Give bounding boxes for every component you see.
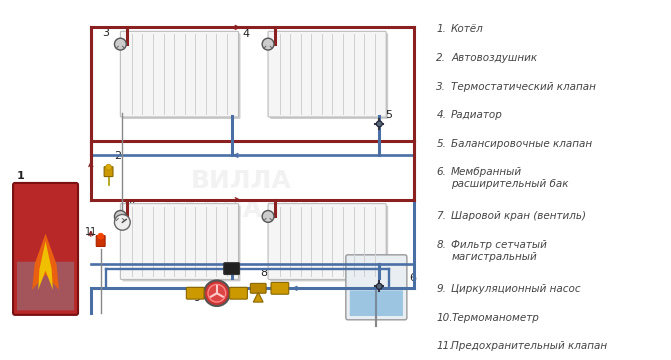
Circle shape: [262, 211, 274, 222]
Circle shape: [115, 211, 126, 222]
Text: 10.: 10.: [436, 313, 453, 323]
Text: Термостатический клапан: Термостатический клапан: [451, 82, 596, 91]
FancyBboxPatch shape: [17, 262, 74, 310]
Polygon shape: [38, 242, 53, 290]
Text: Циркуляционный насос: Циркуляционный насос: [451, 284, 581, 294]
Text: Предохранительный клапан: Предохранительный клапан: [451, 341, 607, 351]
Text: 11.: 11.: [436, 341, 453, 351]
Text: Балансировочные клапан: Балансировочные клапан: [451, 139, 592, 149]
Text: 1: 1: [17, 171, 25, 181]
Text: 1.: 1.: [436, 24, 446, 35]
Circle shape: [115, 38, 126, 50]
Circle shape: [105, 164, 111, 170]
FancyBboxPatch shape: [229, 287, 248, 299]
Circle shape: [262, 38, 274, 50]
Text: 8.: 8.: [436, 240, 446, 250]
FancyBboxPatch shape: [268, 31, 386, 117]
Text: 2.: 2.: [436, 53, 446, 63]
Text: 5: 5: [385, 110, 393, 120]
Text: Фильтр сетчатый
магистральный: Фильтр сетчатый магистральный: [451, 240, 547, 262]
Text: 10: 10: [124, 201, 137, 211]
FancyBboxPatch shape: [104, 167, 113, 176]
Text: Шаровой кран (вентиль): Шаровой кран (вентиль): [451, 211, 586, 221]
Text: 2: 2: [115, 151, 121, 161]
Text: 6: 6: [409, 273, 416, 283]
Text: 3.: 3.: [436, 82, 446, 91]
Text: 4.: 4.: [436, 110, 446, 120]
Circle shape: [376, 121, 382, 127]
FancyBboxPatch shape: [120, 31, 238, 117]
Text: 5.: 5.: [436, 139, 446, 149]
Text: 9: 9: [193, 293, 201, 303]
Text: 4: 4: [242, 29, 250, 39]
Text: 7.: 7.: [436, 211, 446, 221]
FancyBboxPatch shape: [271, 282, 289, 294]
Circle shape: [376, 283, 382, 289]
FancyBboxPatch shape: [223, 263, 240, 275]
Text: ВИЛЛА
РАДИАТОР: ВИЛЛА РАДИАТОР: [163, 169, 320, 221]
Text: Мембранный
расширительный бак: Мембранный расширительный бак: [451, 167, 569, 189]
Text: Котёл: Котёл: [451, 24, 484, 35]
Text: Термоманометр: Термоманометр: [451, 313, 539, 323]
Text: 7: 7: [227, 247, 235, 257]
Polygon shape: [253, 292, 263, 302]
FancyBboxPatch shape: [13, 183, 78, 315]
FancyBboxPatch shape: [270, 33, 389, 119]
Text: Автовоздушник: Автовоздушник: [451, 53, 537, 63]
FancyBboxPatch shape: [122, 206, 240, 282]
Circle shape: [208, 284, 225, 302]
Text: 6.: 6.: [436, 167, 446, 177]
FancyBboxPatch shape: [350, 291, 403, 316]
Circle shape: [204, 280, 229, 306]
FancyBboxPatch shape: [346, 255, 407, 320]
FancyBboxPatch shape: [120, 204, 238, 279]
Circle shape: [115, 215, 130, 230]
Text: 9.: 9.: [436, 284, 446, 294]
Text: 3: 3: [103, 28, 109, 38]
FancyBboxPatch shape: [122, 33, 240, 119]
FancyBboxPatch shape: [96, 236, 105, 247]
Text: 8: 8: [260, 269, 267, 279]
FancyBboxPatch shape: [187, 287, 204, 299]
Polygon shape: [32, 234, 59, 290]
Text: Радиатор: Радиатор: [451, 110, 503, 120]
FancyBboxPatch shape: [250, 283, 266, 293]
FancyBboxPatch shape: [268, 204, 386, 279]
FancyBboxPatch shape: [270, 206, 389, 282]
Text: 11: 11: [85, 227, 97, 237]
Circle shape: [98, 233, 103, 239]
